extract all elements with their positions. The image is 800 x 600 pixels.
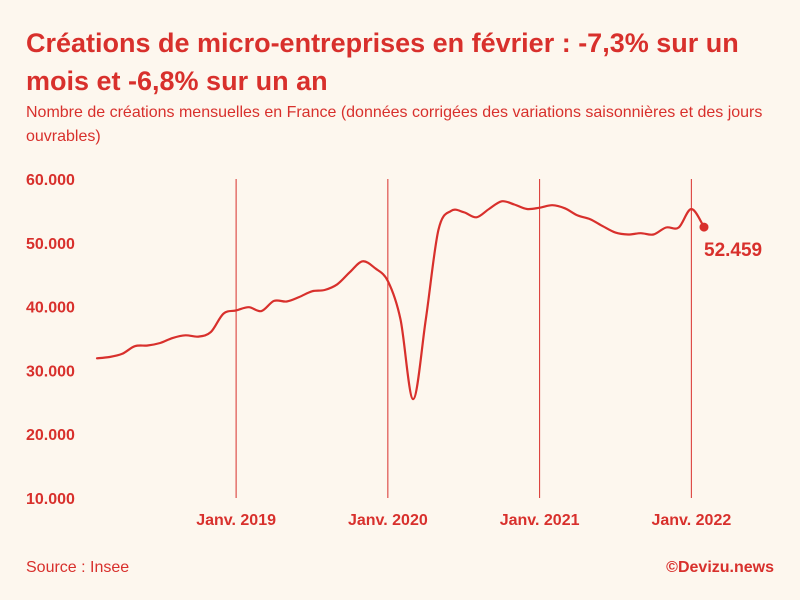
- x-tick-label: Janv. 2019: [196, 512, 276, 529]
- y-tick-label: 20.000: [26, 427, 75, 444]
- x-tick-label: Janv. 2020: [348, 512, 428, 529]
- chart-subtitle: Nombre de créations mensuelles en France…: [26, 104, 763, 145]
- credit-note: ©Devizu.news: [666, 559, 774, 576]
- y-tick-label: 10.000: [26, 491, 75, 508]
- source-note: Source : Insee: [26, 559, 130, 576]
- y-tick-label: 40.000: [26, 300, 75, 317]
- y-tick-label: 30.000: [26, 363, 75, 380]
- series-line: [95, 200, 706, 401]
- x-tick-label: Janv. 2021: [500, 512, 580, 529]
- y-tick-label: 50.000: [26, 236, 75, 253]
- end-value-label: 52.459: [704, 240, 762, 261]
- x-tick-label: Janv. 2022: [651, 512, 731, 529]
- chart-title: Créations de micro-entreprises en févrie…: [26, 28, 739, 96]
- end-point-marker: [699, 222, 709, 232]
- y-tick-label: 60.000: [26, 172, 75, 189]
